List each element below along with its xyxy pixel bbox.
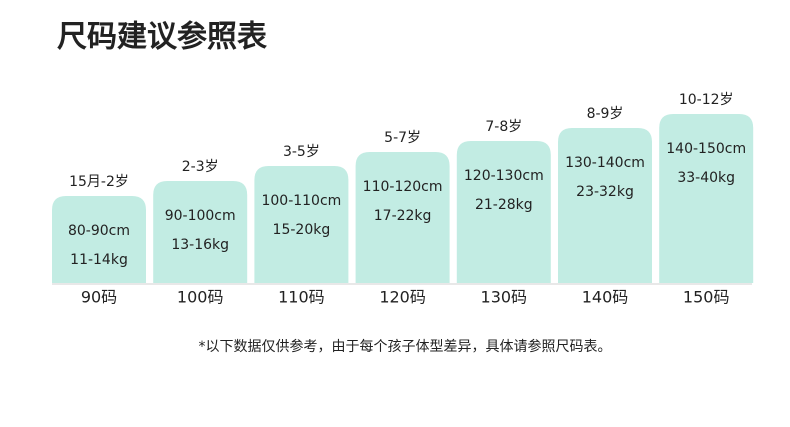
size-label: 150码	[683, 288, 730, 307]
size-label: 120码	[379, 288, 426, 307]
height-range: 140-150cm	[666, 141, 746, 157]
height-range: 130-140cm	[565, 155, 645, 171]
age-label: 7-8岁	[485, 119, 522, 135]
height-range: 90-100cm	[165, 208, 236, 224]
size-block	[153, 181, 248, 283]
age-label: 3-5岁	[283, 144, 320, 160]
height-range: 100-110cm	[261, 193, 341, 209]
height-range: 110-120cm	[363, 179, 443, 195]
age-label: 2-3岁	[182, 159, 219, 175]
size-label: 130码	[481, 288, 528, 307]
weight-range: 33-40kg	[677, 170, 735, 186]
size-block	[456, 141, 551, 283]
height-range: 120-130cm	[464, 168, 544, 184]
size-block	[558, 128, 652, 283]
weight-range: 21-28kg	[475, 197, 533, 213]
note: *以下数据仅供参考，由于每个孩子体型差异，具体请参照尺码表。	[199, 338, 612, 355]
weight-range: 13-16kg	[171, 237, 229, 253]
age-label: 5-7岁	[384, 130, 421, 146]
title: 尺码建议参照表	[57, 20, 267, 55]
height-range: 80-90cm	[68, 223, 130, 239]
size-block	[52, 196, 146, 283]
weight-range: 15-20kg	[273, 222, 331, 238]
size-block	[659, 114, 754, 283]
size-label: 90码	[81, 288, 117, 307]
weight-range: 11-14kg	[70, 252, 128, 268]
age-label: 10-12岁	[679, 92, 734, 108]
columns: 15月-2岁 80-90cm 11-14kg 90码 2-3岁 90-100cm 13-16…	[52, 92, 754, 307]
size-label: 110码	[278, 288, 325, 307]
weight-range: 23-32kg	[576, 184, 634, 200]
size-block	[355, 152, 450, 283]
age-label: 15月-2岁	[69, 174, 129, 190]
weight-range: 17-22kg	[374, 208, 432, 224]
size-label: 100码	[177, 288, 224, 307]
size-label: 140码	[582, 288, 629, 307]
age-label: 8-9岁	[587, 106, 624, 122]
size-block	[254, 166, 349, 283]
